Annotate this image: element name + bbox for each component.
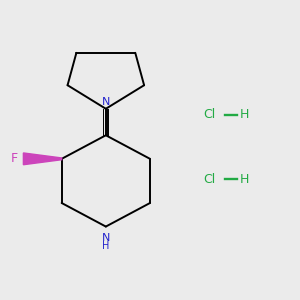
Text: Cl: Cl [203, 173, 215, 186]
Text: H: H [240, 108, 249, 121]
Text: N: N [102, 97, 110, 107]
Polygon shape [23, 153, 62, 165]
Text: Cl: Cl [203, 108, 215, 121]
Text: F: F [11, 152, 18, 165]
Text: N: N [102, 233, 110, 243]
Text: H: H [240, 173, 249, 186]
Text: H: H [102, 241, 110, 251]
